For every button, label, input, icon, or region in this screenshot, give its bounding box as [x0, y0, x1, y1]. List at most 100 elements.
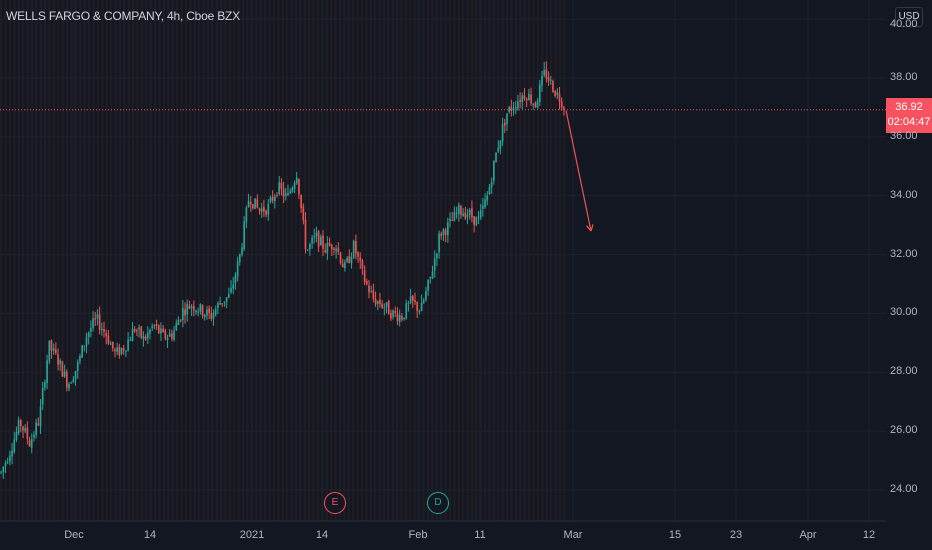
candle	[140, 325, 143, 340]
candle	[236, 256, 239, 282]
candle	[519, 92, 521, 109]
candle	[545, 61, 548, 83]
candle	[122, 344, 125, 355]
candle	[293, 180, 296, 194]
price-tick-label: 40.00	[890, 18, 918, 31]
earnings-event-icon[interactable]: E	[324, 492, 346, 514]
price-tick-label: 38.00	[890, 71, 918, 83]
candle	[444, 227, 447, 243]
candle	[265, 209, 267, 218]
candle	[276, 192, 278, 198]
candle	[514, 100, 517, 114]
candle	[381, 300, 383, 309]
candle	[28, 436, 31, 447]
candle	[471, 200, 473, 223]
candle	[484, 193, 486, 209]
time-tick-label: 14	[143, 529, 157, 541]
candle	[33, 431, 35, 442]
candle	[431, 265, 434, 280]
candle	[442, 228, 445, 242]
candle	[503, 118, 506, 133]
candle	[313, 228, 316, 244]
candle	[2, 466, 5, 479]
candle	[517, 94, 519, 111]
time-tick-label: 2021	[239, 529, 265, 541]
candle	[50, 339, 53, 359]
candle	[414, 292, 416, 306]
candle	[501, 117, 504, 146]
candle	[223, 301, 226, 307]
candle	[433, 250, 436, 278]
candle	[457, 202, 460, 222]
time-tick-label: 14	[315, 529, 329, 541]
candle	[85, 332, 88, 354]
candle	[114, 347, 116, 358]
candle	[162, 325, 164, 333]
candle	[319, 234, 322, 246]
candle	[497, 140, 500, 153]
candle	[420, 294, 423, 312]
candle	[466, 208, 469, 225]
candle	[341, 258, 344, 268]
candle	[19, 418, 22, 433]
candle	[192, 300, 195, 317]
candle	[166, 334, 169, 349]
candle	[357, 251, 359, 263]
candle	[109, 340, 112, 345]
candle	[392, 309, 394, 320]
candle	[271, 190, 274, 204]
candle	[278, 176, 281, 196]
candle	[409, 288, 412, 305]
candle	[549, 75, 552, 85]
candle	[70, 381, 73, 384]
candle	[186, 299, 189, 322]
candle	[76, 359, 79, 379]
candle	[228, 287, 230, 299]
candle	[131, 322, 134, 342]
candle	[199, 303, 202, 315]
candle	[206, 305, 208, 320]
candle	[208, 305, 210, 320]
candle	[396, 307, 399, 326]
candle	[394, 306, 397, 317]
time-tick-label: 12	[862, 529, 876, 541]
candle	[249, 195, 252, 212]
dividend-event-icon[interactable]: D	[427, 492, 449, 514]
candle	[195, 309, 197, 315]
candle	[322, 230, 324, 257]
candle	[92, 311, 94, 332]
candle	[387, 299, 390, 315]
candle	[407, 300, 410, 312]
candle	[138, 324, 140, 338]
candle	[523, 88, 526, 101]
candle	[460, 204, 462, 219]
candle	[317, 230, 320, 253]
candle	[197, 307, 200, 317]
price-tick-label: 36.00	[890, 129, 918, 142]
candle	[149, 328, 151, 340]
candle	[127, 332, 129, 352]
candle	[390, 309, 392, 321]
currency-button[interactable]: USD	[895, 7, 923, 27]
candle	[464, 206, 467, 221]
candle	[326, 236, 329, 261]
candle	[243, 216, 246, 252]
candle	[136, 328, 138, 337]
candle	[267, 199, 270, 221]
candle	[492, 160, 495, 185]
candle	[495, 151, 497, 163]
candle	[385, 302, 388, 314]
candle	[212, 309, 215, 326]
candle	[532, 102, 535, 110]
candle	[254, 198, 256, 210]
candle	[184, 302, 186, 324]
time-tick-label: Apr	[799, 529, 817, 541]
candle	[129, 336, 132, 341]
candle	[333, 246, 335, 256]
candle	[447, 217, 449, 243]
candle	[260, 202, 263, 218]
candle	[405, 299, 408, 320]
candle	[269, 195, 272, 204]
candle	[547, 71, 550, 86]
